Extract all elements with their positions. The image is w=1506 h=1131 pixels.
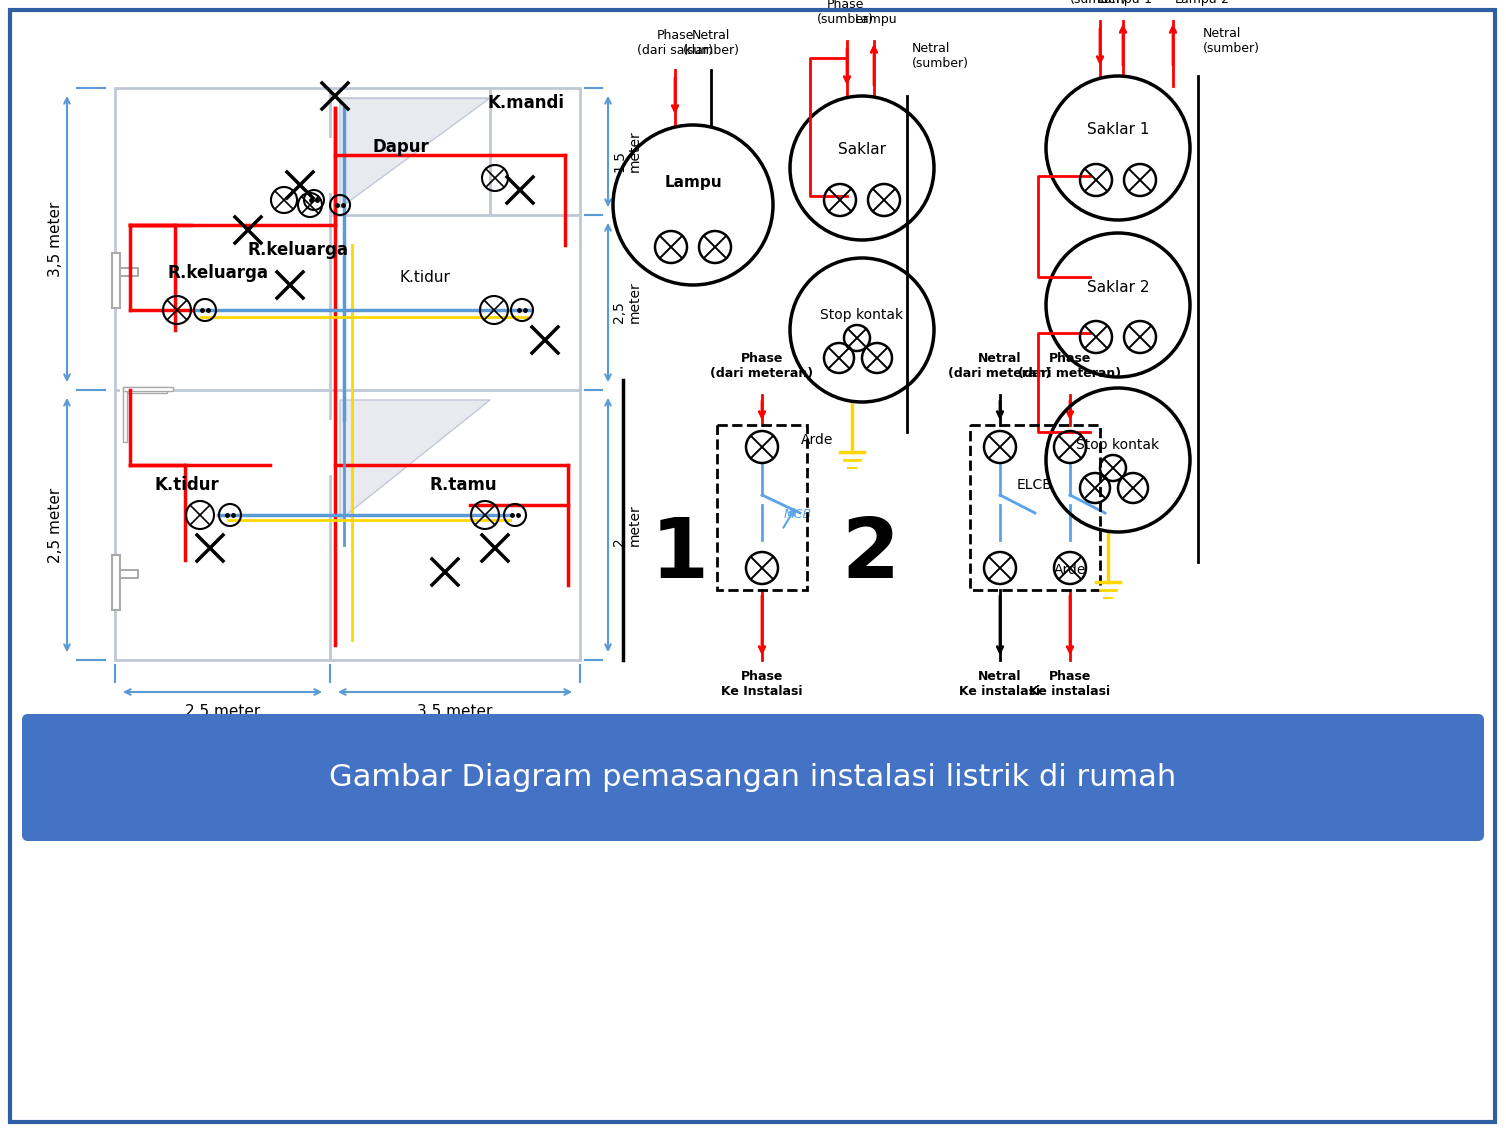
Text: ELCB: ELCB (1017, 478, 1053, 492)
Bar (970, 425, 1099, 590)
Text: Phase
(sumber): Phase (sumber) (816, 0, 873, 26)
Bar (111, 253, 120, 308)
Text: K.tidur: K.tidur (401, 270, 450, 285)
Text: 2,5
meter: 2,5 meter (611, 282, 642, 323)
Text: Phase
Ke Instalasi: Phase Ke Instalasi (721, 670, 803, 698)
Text: Lampu-2: Lampu-2 (1175, 0, 1230, 6)
Text: K.tidur: K.tidur (155, 476, 220, 494)
Text: Dapur: Dapur (373, 138, 429, 156)
Bar (486, 217, 494, 262)
Text: MCB: MCB (785, 509, 812, 521)
Bar (717, 425, 807, 590)
Text: Stop kontak: Stop kontak (1077, 438, 1160, 452)
Text: Phase
(sumber): Phase (sumber) (1069, 0, 1126, 6)
Text: Netral
(sumber): Netral (sumber) (682, 29, 739, 57)
Bar (111, 555, 120, 610)
Bar (123, 387, 127, 442)
Text: Lampu: Lampu (664, 175, 721, 190)
Bar (113, 268, 139, 276)
Text: Saklar 2: Saklar 2 (1087, 279, 1149, 294)
Text: Netral dari meteran
menuju Instalasi: Netral dari meteran menuju Instalasi (706, 720, 818, 742)
Polygon shape (340, 400, 489, 520)
Text: Saklar 1: Saklar 1 (1087, 122, 1149, 138)
Text: Arde: Arde (1054, 563, 1086, 577)
Text: Lampu-1: Lampu-1 (1098, 0, 1152, 6)
Text: Gambar Diagram pemasangan instalasi listrik di rumah: Gambar Diagram pemasangan instalasi list… (330, 763, 1176, 792)
Bar (325, 138, 334, 193)
Text: Phase
(dari meteran): Phase (dari meteran) (711, 352, 813, 380)
Text: 2,5 meter: 2,5 meter (48, 487, 63, 562)
Bar (127, 387, 167, 392)
Bar (114, 88, 580, 661)
Text: 3,5 meter: 3,5 meter (417, 703, 492, 719)
Text: R.keluarga: R.keluarga (248, 241, 349, 259)
Text: Stop kontak: Stop kontak (821, 308, 904, 322)
Text: Saklar: Saklar (837, 143, 886, 157)
Text: R.keluarga: R.keluarga (169, 264, 270, 282)
Text: Lampu: Lampu (855, 12, 898, 26)
Bar (113, 570, 139, 578)
Bar (325, 420, 334, 475)
Text: 2,5 meter: 2,5 meter (185, 703, 261, 719)
Text: R.tamu: R.tamu (431, 476, 497, 494)
Text: 1,5
meter: 1,5 meter (611, 130, 642, 172)
Text: 2
meter: 2 meter (611, 504, 642, 546)
Polygon shape (340, 98, 489, 208)
Text: Phase
Ke instalasi: Phase Ke instalasi (1030, 670, 1110, 698)
Text: Phase
(dari meteran): Phase (dari meteran) (1018, 352, 1122, 380)
Text: Netral
(sumber): Netral (sumber) (1203, 27, 1261, 55)
Text: K.mandi: K.mandi (488, 94, 565, 112)
Text: 2: 2 (840, 515, 899, 596)
Text: Netral
(dari meteran): Netral (dari meteran) (949, 352, 1051, 380)
Text: Netral
(sumber): Netral (sumber) (913, 42, 968, 70)
Text: Arde: Arde (801, 433, 833, 447)
Bar (123, 387, 173, 391)
Text: 3,5 meter: 3,5 meter (48, 201, 63, 277)
Text: Phase
(dari saklar): Phase (dari saklar) (637, 29, 712, 57)
FancyBboxPatch shape (23, 714, 1483, 841)
Text: Netral
Ke instalasi: Netral Ke instalasi (959, 670, 1041, 698)
Bar (120, 386, 170, 394)
Text: 1: 1 (651, 515, 709, 596)
